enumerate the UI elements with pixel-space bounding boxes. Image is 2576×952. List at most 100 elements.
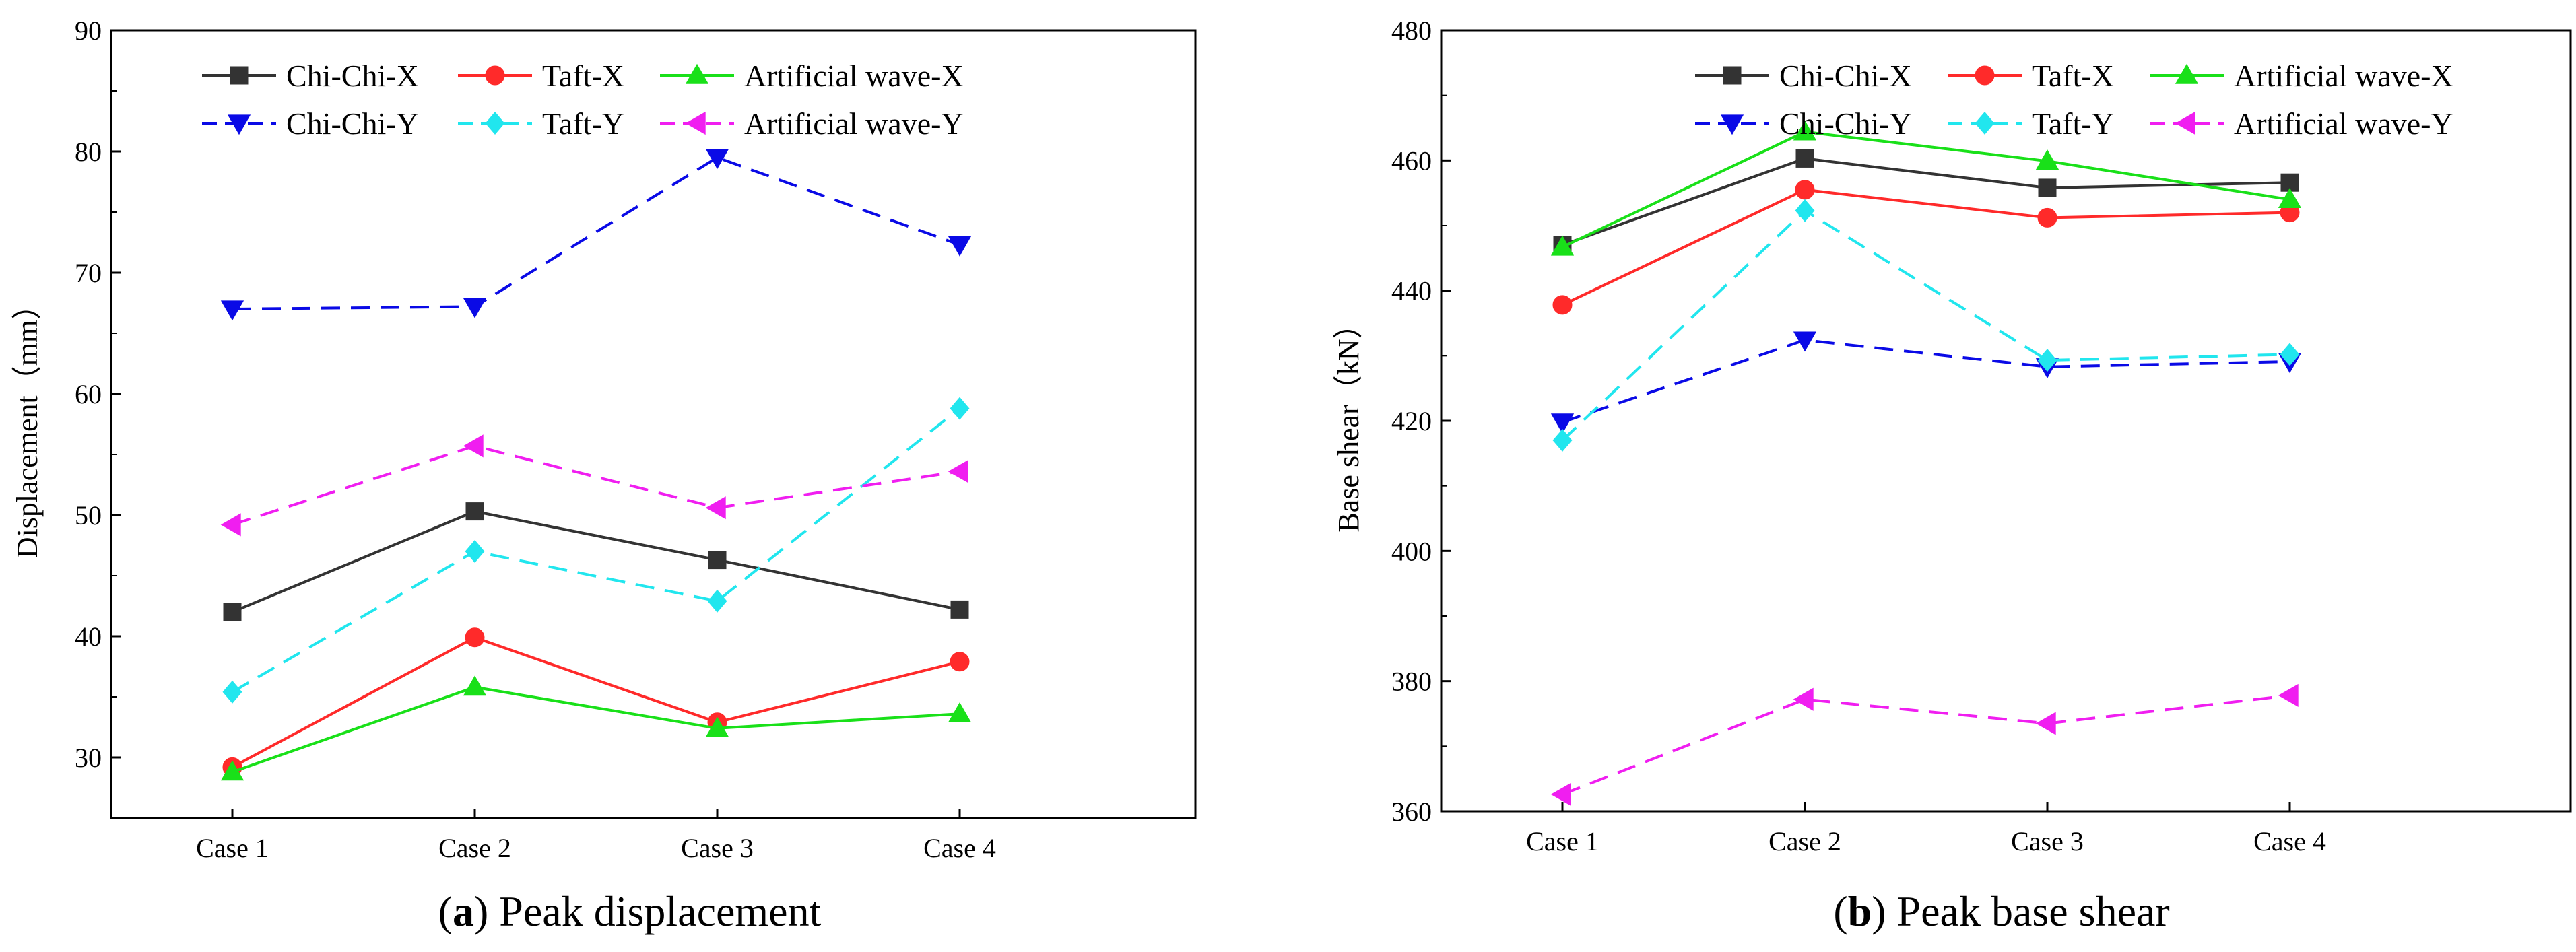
displacement-x-tick-label: Case 3 [681, 833, 754, 863]
displacement-y-tick-label: 90 [75, 15, 102, 46]
displacement-data-point-chi-chi-y [463, 298, 487, 318]
displacement-data-point-taft-y [465, 539, 485, 564]
base-shear-series-line-chi-chi-x [1562, 157, 2290, 246]
base-shear-data-point-artificial-wave-x [2035, 149, 2059, 170]
displacement-series-line-taft-x [232, 636, 960, 769]
base-shear-chart-svg: 360 380 400 420 440 460 480 Case 1 Case 2 Case 3 C… [1332, 15, 2572, 935]
displacement-data-point-artificial-wave-x [705, 716, 729, 737]
base-shear-data-point-taft-y [1552, 428, 1573, 452]
displacement-legend-label-taft-x: Taft-X [542, 59, 624, 93]
base-shear-y-tick-label: 400 [1391, 536, 1432, 566]
displacement-data-point-taft-y [950, 397, 970, 420]
base-shear-series-line-artificial-wave-y [1562, 693, 2290, 796]
displacement-caption: (a) Peak displacement [438, 887, 822, 935]
base-shear-legend: Chi-Chi-X Taft-X Artificial wave-X Chi-Chi-… [1695, 59, 2453, 141]
displacement-series-line-chi-chi-y [232, 156, 960, 310]
base-shear-x-tick-label: Case 1 [1526, 826, 1599, 856]
displacement-series-line-taft-y [231, 407, 961, 693]
chart-panel-displacement: 30 40 50 60 70 80 90 Case 1 Case 2 Case 3 Case 4 Di… [0, 0, 1288, 949]
base-shear-series-line-taft-y [1561, 209, 2290, 442]
base-shear-data-point-taft-x [1795, 180, 1815, 200]
displacement-series-taft-y [222, 397, 970, 704]
displacement-data-point-taft-x [950, 652, 970, 672]
base-shear-series-chi-chi-y [1550, 331, 2302, 434]
displacement-series-taft-x [222, 627, 970, 777]
base-shear-legend-label-taft-y: Taft-Y [2032, 106, 2114, 141]
base-shear-data-point-artificial-wave-y [1793, 687, 1814, 711]
base-shear-series-taft-x [1552, 180, 2300, 315]
displacement-y-tick-label: 70 [75, 258, 102, 288]
displacement-legend-marker-taft-y [485, 111, 505, 135]
displacement-legend-marker-taft-x [485, 65, 505, 86]
base-shear-x-tick-label: Case 4 [2253, 826, 2326, 856]
displacement-legend: Chi-Chi-X Taft-X Artificial wave-X Chi-Chi-… [202, 59, 964, 141]
base-shear-legend-label-taft-x: Taft-X [2032, 59, 2114, 93]
displacement-y-tick-label: 50 [75, 500, 102, 531]
base-shear-data-point-taft-y [2037, 349, 2057, 372]
displacement-series-chi-chi-x [223, 502, 969, 621]
base-shear-data-point-taft-x [1552, 295, 1573, 315]
displacement-data-point-chi-chi-x [465, 502, 484, 521]
displacement-y-tick-label: 60 [75, 379, 102, 409]
base-shear-x-tick-label: Case 3 [2011, 826, 2084, 856]
base-shear-legend-marker-artificial-wave-y [2175, 111, 2195, 135]
displacement-chart-svg: 30 40 50 60 70 80 90 Case 1 Case 2 Case 3 Case 4 Di… [11, 15, 1197, 935]
base-shear-data-point-artificial-wave-x [2278, 188, 2302, 209]
base-shear-data-point-chi-chi-x [1795, 149, 1814, 168]
base-shear-series-line-artificial-wave-x [1562, 130, 2290, 248]
base-shear-legend-marker-artificial-wave-x [2175, 63, 2199, 84]
base-shear-series-line-taft-x [1562, 188, 2290, 306]
base-shear-y-axis-title: Base shear（kN） [1332, 309, 1365, 532]
base-shear-series-artificial-wave-x [1550, 120, 2302, 256]
displacement-y-tick-label: 40 [75, 621, 102, 652]
displacement-x-tick-label: Case 2 [438, 833, 511, 863]
displacement-data-point-chi-chi-y [948, 236, 972, 257]
displacement-legend-label-artificial-wave-x: Artificial wave-X [744, 59, 964, 93]
displacement-series-line-chi-chi-x [232, 510, 960, 613]
displacement-data-point-taft-y [707, 589, 727, 613]
base-shear-legend-marker-taft-x [1975, 65, 1995, 86]
base-shear-y-tick-label: 360 [1391, 796, 1432, 827]
displacement-legend-marker-chi-chi-x [230, 66, 249, 85]
displacement-legend-label-chi-chi-x: Chi-Chi-X [286, 59, 419, 93]
base-shear-data-point-taft-x [2037, 207, 2057, 228]
displacement-data-point-chi-chi-x [708, 551, 727, 570]
base-shear-data-point-artificial-wave-y [1550, 782, 1571, 806]
base-shear-x-tick-label: Case 2 [1769, 826, 1841, 856]
displacement-legend-marker-chi-chi-y [227, 114, 251, 135]
displacement-data-point-artificial-wave-x [948, 702, 972, 722]
base-shear-plot-frame [1440, 29, 2572, 813]
displacement-series-chi-chi-y [220, 149, 972, 321]
base-shear-data-point-chi-chi-y [1793, 331, 1817, 352]
displacement-data-point-chi-chi-x [950, 600, 969, 619]
base-shear-legend-label-chi-chi-y: Chi-Chi-Y [1779, 106, 1912, 141]
base-shear-series-taft-y [1552, 199, 2300, 452]
base-shear-legend-marker-taft-y [1975, 111, 1995, 135]
displacement-x-tick-label: Case 4 [923, 833, 996, 863]
displacement-data-point-artificial-wave-x [463, 675, 487, 696]
base-shear-caption: (b) Peak base shear [1833, 887, 2169, 935]
displacement-data-point-artificial-wave-y [705, 496, 726, 520]
displacement-series-line-artificial-wave-y [232, 444, 960, 526]
displacement-data-point-artificial-wave-y [948, 460, 968, 483]
displacement-data-point-taft-x [465, 627, 485, 648]
base-shear-data-point-chi-chi-x [2038, 178, 2057, 197]
displacement-y-tick-label: 80 [75, 137, 102, 167]
base-shear-y-tick-label: 460 [1391, 145, 1432, 176]
displacement-data-point-artificial-wave-y [463, 434, 484, 458]
base-shear-legend-label-artificial-wave-y: Artificial wave-Y [2234, 106, 2453, 141]
base-shear-series-line-chi-chi-y [1562, 339, 2290, 423]
base-shear-data-point-artificial-wave-y [2278, 683, 2299, 708]
displacement-data-point-taft-y [222, 680, 242, 704]
displacement-legend-marker-artificial-wave-x [685, 63, 709, 84]
base-shear-data-point-taft-y [2280, 343, 2300, 366]
displacement-data-point-chi-chi-y [220, 300, 244, 321]
base-shear-y-tick-label: 380 [1391, 667, 1432, 697]
base-shear-legend-marker-chi-chi-y [1720, 114, 1744, 135]
displacement-series-line-artificial-wave-x [232, 685, 960, 774]
base-shear-data-point-artificial-wave-x [1550, 235, 1575, 256]
displacement-series-artificial-wave-x [220, 675, 972, 781]
displacement-plot-frame [110, 29, 1197, 819]
displacement-data-point-chi-chi-y [705, 149, 729, 170]
displacement-data-point-artificial-wave-x [220, 760, 244, 781]
